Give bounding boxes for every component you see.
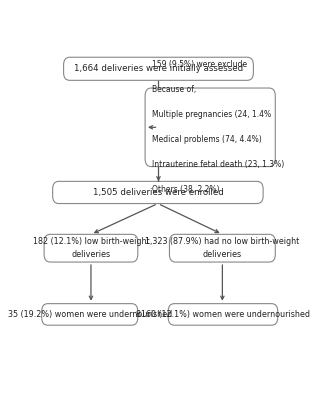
FancyBboxPatch shape <box>42 304 138 325</box>
FancyBboxPatch shape <box>64 57 253 80</box>
Text: 1,664 deliveries were initially assessed: 1,664 deliveries were initially assessed <box>74 64 243 73</box>
Text: 8160 (12.1%) women were undernourished: 8160 (12.1%) women were undernourished <box>136 310 310 319</box>
Text: 1,505 deliveries were enrolled: 1,505 deliveries were enrolled <box>93 188 223 197</box>
FancyBboxPatch shape <box>170 234 275 262</box>
Text: 159 (9.5%) were exclude

Because of,

Multiple pregnancies (24, 1.4%

Medical pr: 159 (9.5%) were exclude Because of, Mult… <box>152 60 285 194</box>
Text: 1,323 (87.9%) had no low birth-weight
deliveries: 1,323 (87.9%) had no low birth-weight de… <box>145 238 300 259</box>
FancyBboxPatch shape <box>168 304 278 325</box>
FancyBboxPatch shape <box>53 181 263 204</box>
FancyBboxPatch shape <box>44 234 138 262</box>
Text: 35 (19.2%) women were undernourished: 35 (19.2%) women were undernourished <box>8 310 172 319</box>
Text: 182 (12.1%) low birth-weight
deliveries: 182 (12.1%) low birth-weight deliveries <box>33 238 149 259</box>
FancyBboxPatch shape <box>145 88 275 166</box>
